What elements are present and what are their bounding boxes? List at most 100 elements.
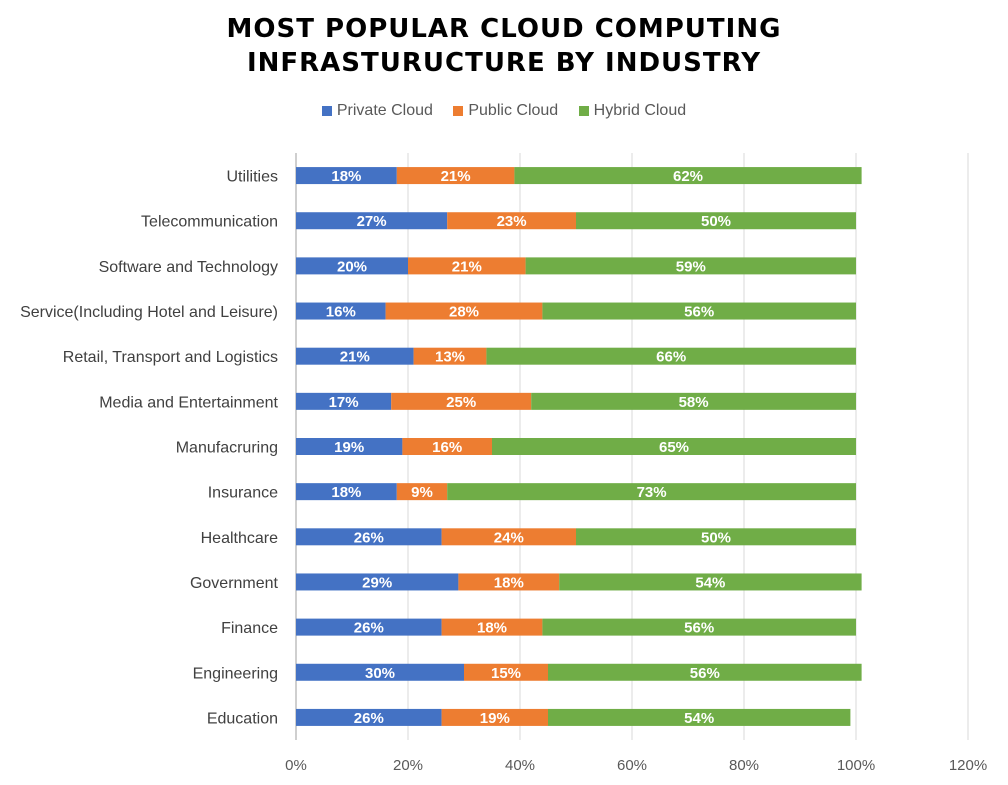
bar-segment-private-cloud (296, 708, 442, 726)
legend-label-hybrid-cloud: Hybrid Cloud (593, 102, 687, 119)
bar-segment-public-cloud (385, 302, 543, 320)
data-label-hybrid-cloud: 62% (673, 168, 703, 185)
bar-segment-hybrid-cloud (576, 528, 856, 546)
x-tick-label-40: 40% (505, 757, 535, 774)
legend-item-private-cloud: Private Cloud (321, 102, 433, 120)
data-label-hybrid-cloud: 66% (656, 349, 686, 366)
category-label: Engineering (193, 665, 278, 682)
data-label-private-cloud: 21% (340, 349, 370, 366)
bar-segment-private-cloud (296, 528, 442, 546)
data-label-hybrid-cloud: 56% (684, 304, 714, 321)
chart-title: MOST POPULAR CLOUD COMPUTING INFRASTURUC… (0, 12, 1008, 80)
data-label-public-cloud: 16% (432, 439, 462, 456)
bar-segment-private-cloud (296, 302, 386, 320)
category-label: Insurance (208, 485, 278, 502)
legend-label-private-cloud: Private Cloud (336, 102, 433, 119)
bar-segment-hybrid-cloud (514, 167, 862, 185)
chart-legend: Private Cloud Public Cloud Hybrid Cloud (0, 102, 1008, 121)
data-label-hybrid-cloud: 59% (676, 258, 706, 275)
data-label-hybrid-cloud: 50% (701, 213, 731, 230)
bar-segment-hybrid-cloud (559, 573, 862, 591)
bar-segment-private-cloud (296, 212, 448, 230)
data-label-hybrid-cloud: 50% (701, 529, 731, 546)
legend-label-public-cloud: Public Cloud (468, 102, 559, 119)
data-label-private-cloud: 29% (362, 574, 392, 591)
data-label-public-cloud: 9% (411, 484, 433, 501)
data-label-hybrid-cloud: 56% (690, 665, 720, 682)
bar-segment-public-cloud (441, 708, 548, 726)
data-label-hybrid-cloud: 54% (695, 574, 725, 591)
category-label: Telecommunication (141, 214, 278, 231)
bar-segment-hybrid-cloud (542, 618, 856, 636)
data-label-hybrid-cloud: 54% (684, 710, 714, 727)
bar-segment-hybrid-cloud (542, 302, 856, 320)
data-label-private-cloud: 26% (354, 710, 384, 727)
bar-segment-private-cloud (296, 483, 397, 501)
x-tick-label-120: 120% (949, 757, 987, 774)
data-label-public-cloud: 24% (494, 529, 524, 546)
bar-segment-private-cloud (296, 618, 442, 636)
data-label-public-cloud: 28% (449, 304, 479, 321)
legend-swatch-private-cloud (321, 106, 332, 116)
bar-segment-public-cloud (391, 392, 532, 410)
data-label-public-cloud: 19% (480, 710, 510, 727)
x-tick-label-80: 80% (729, 757, 759, 774)
data-label-private-cloud: 30% (365, 665, 395, 682)
legend-item-public-cloud: Public Cloud (453, 102, 558, 120)
data-label-private-cloud: 27% (357, 213, 387, 230)
bar-segment-hybrid-cloud (531, 392, 856, 410)
x-tick-label-0: 0% (285, 757, 307, 774)
bar-segment-private-cloud (296, 663, 464, 681)
legend-swatch-hybrid-cloud (578, 106, 589, 116)
bar-segment-private-cloud (296, 392, 392, 410)
data-label-public-cloud: 18% (494, 574, 524, 591)
bar-segment-public-cloud (408, 257, 526, 275)
bar-segment-public-cloud (458, 573, 560, 591)
bar-segment-hybrid-cloud (525, 257, 856, 275)
bar-segment-hybrid-cloud (548, 708, 851, 726)
bar-segment-hybrid-cloud (548, 663, 862, 681)
bar-segment-private-cloud (296, 167, 397, 185)
data-label-private-cloud: 17% (329, 394, 359, 411)
data-label-private-cloud: 20% (337, 258, 367, 275)
legend-item-hybrid-cloud: Hybrid Cloud (578, 102, 687, 120)
category-label: Education (207, 710, 278, 727)
category-label: Government (190, 575, 279, 592)
bar-segment-private-cloud (296, 257, 408, 275)
category-label: Software and Technology (99, 259, 278, 276)
data-label-public-cloud: 21% (441, 168, 471, 185)
bar-segment-private-cloud (296, 573, 459, 591)
data-label-private-cloud: 19% (334, 439, 364, 456)
data-label-private-cloud: 16% (326, 304, 356, 321)
bar-segment-public-cloud (413, 347, 487, 365)
bar-segment-hybrid-cloud (486, 347, 856, 365)
bar-segment-public-cloud (441, 618, 543, 636)
bar-segment-private-cloud (296, 347, 414, 365)
data-label-public-cloud: 25% (446, 394, 476, 411)
bar-segment-public-cloud (396, 483, 448, 501)
bar-segment-public-cloud (464, 663, 548, 681)
legend-swatch-public-cloud (453, 106, 464, 116)
data-label-private-cloud: 26% (354, 620, 384, 637)
category-label: Retail, Transport and Logistics (63, 349, 278, 366)
data-label-hybrid-cloud: 73% (637, 484, 667, 501)
x-tick-label-60: 60% (617, 757, 647, 774)
bar-segment-hybrid-cloud (492, 438, 856, 455)
data-label-hybrid-cloud: 65% (659, 439, 689, 456)
x-tick-label-20: 20% (393, 757, 423, 774)
bar-segment-private-cloud (296, 438, 403, 455)
bar-segment-public-cloud (402, 438, 492, 455)
bar-segment-hybrid-cloud (447, 483, 856, 501)
data-label-hybrid-cloud: 56% (684, 620, 714, 637)
chart-title-line-2: INFRASTURUCTURE BY INDUSTRY (246, 48, 762, 78)
data-label-public-cloud: 18% (477, 620, 507, 637)
x-tick-label-100: 100% (837, 757, 875, 774)
data-label-private-cloud: 18% (331, 484, 361, 501)
data-label-private-cloud: 26% (354, 529, 384, 546)
data-label-public-cloud: 23% (497, 213, 527, 230)
category-label: Media and Entertainment (99, 394, 278, 411)
category-label: Utilities (226, 169, 278, 186)
data-label-public-cloud: 21% (452, 258, 482, 275)
chart-title-line-1: MOST POPULAR CLOUD COMPUTING (226, 14, 782, 44)
